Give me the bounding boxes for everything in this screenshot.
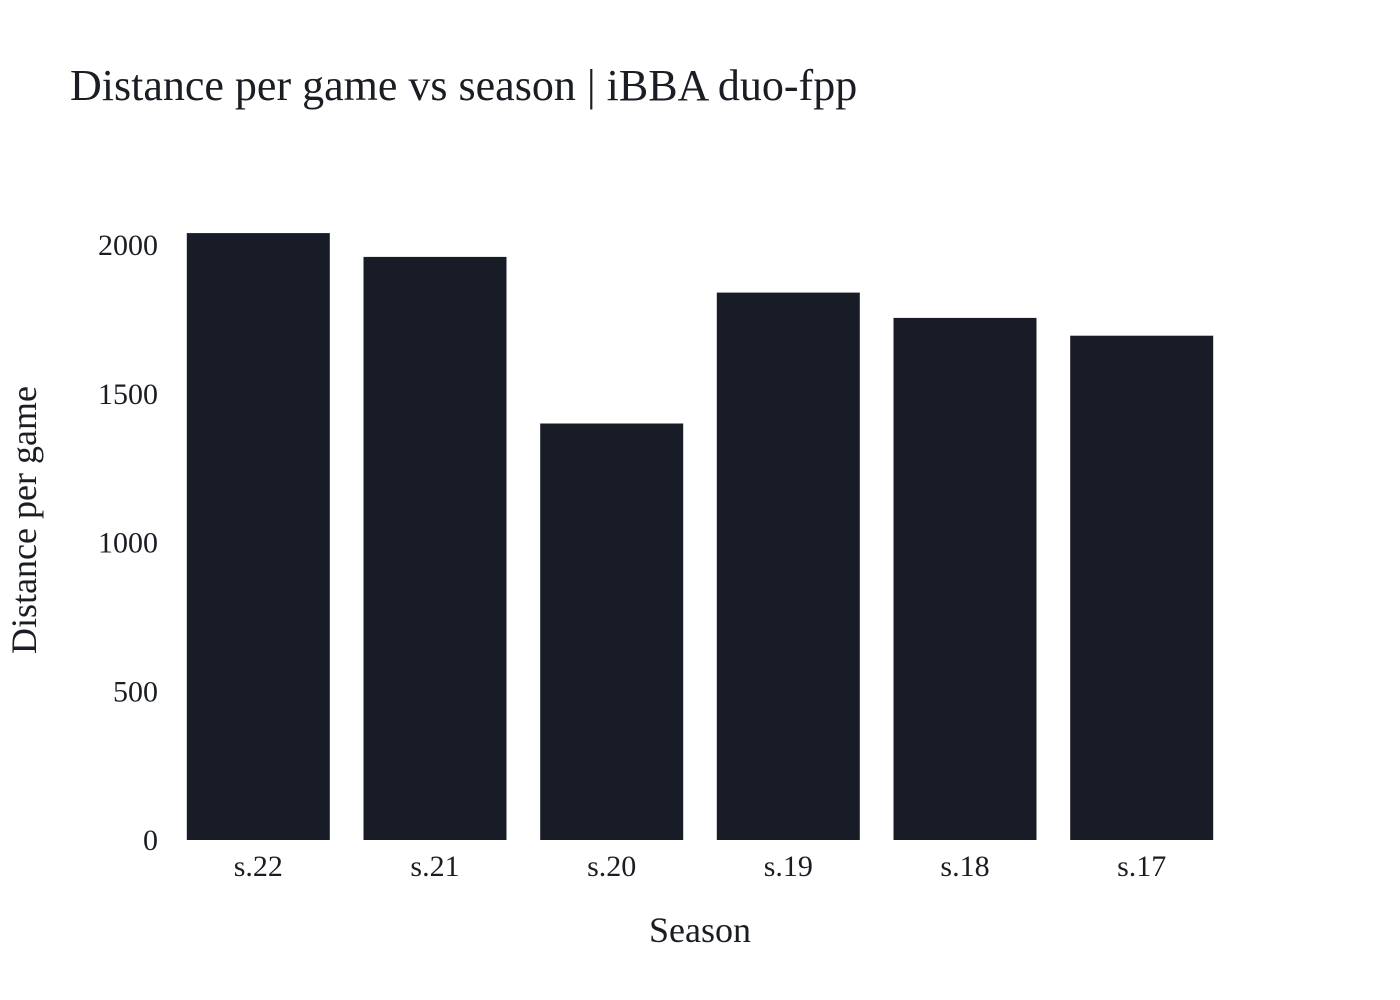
bar-s.22 — [186, 233, 330, 841]
x-tick-label: s.22 — [234, 850, 283, 883]
y-tick-label: 2000 — [98, 229, 158, 262]
bar-s.20 — [540, 423, 684, 840]
x-tick-label: s.20 — [587, 850, 636, 883]
bar-s.18 — [893, 317, 1037, 840]
x-tick-label: s.19 — [764, 850, 813, 883]
x-tick-label: s.21 — [410, 850, 459, 883]
x-tick-label: s.18 — [940, 850, 989, 883]
y-tick-label: 1500 — [98, 378, 158, 411]
bars-group — [186, 233, 1214, 841]
y-tick-label: 0 — [143, 824, 158, 857]
y-axis-ticks: 0 500 1000 1500 2000 — [98, 229, 158, 857]
bar-s.21 — [363, 256, 507, 840]
x-axis-title: Season — [649, 910, 751, 950]
y-tick-label: 500 — [113, 675, 158, 708]
bar-s.19 — [716, 292, 860, 841]
bar-s.17 — [1070, 335, 1214, 840]
chart-title: Distance per game vs season | iBBA duo-f… — [70, 61, 857, 110]
x-tick-label: s.17 — [1117, 850, 1166, 883]
x-axis-ticks: s.22 s.21 s.20 s.19 s.18 s.17 — [234, 850, 1167, 883]
y-axis-title: Distance per game — [4, 386, 44, 654]
y-tick-label: 1000 — [98, 527, 158, 560]
